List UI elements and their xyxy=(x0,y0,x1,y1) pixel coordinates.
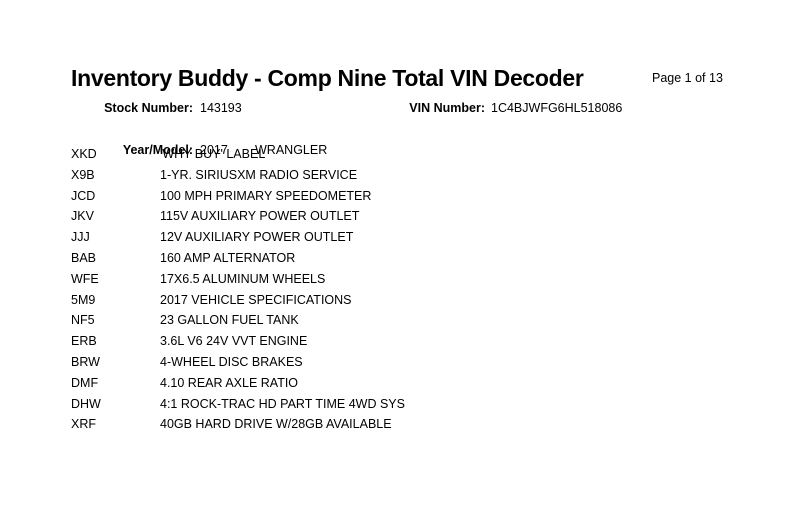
option-code: ERB xyxy=(71,334,97,349)
option-code: JKV xyxy=(71,209,94,224)
option-description: 160 AMP ALTERNATOR xyxy=(160,250,296,265)
list-item: 5M9 2017 VEHICLE SPECIFICATIONS xyxy=(0,292,800,313)
option-description: 4:1 ROCK-TRAC HD PART TIME 4WD SYS xyxy=(160,396,405,411)
option-description: 17X6.5 ALUMINUM WHEELS xyxy=(160,271,326,286)
option-code: DMF xyxy=(71,375,99,390)
option-code: BRW xyxy=(71,354,100,369)
option-description: 12V AUXILIARY POWER OUTLET xyxy=(160,230,354,245)
year-model-label: Year/Model: xyxy=(122,143,193,157)
option-description: 2017 VEHICLE SPECIFICATIONS xyxy=(160,292,352,307)
option-code: NF5 xyxy=(71,313,95,328)
option-description: 4-WHEEL DISC BRAKES xyxy=(160,354,303,369)
page-indicator: Page 1 of 13 xyxy=(652,71,723,85)
list-item: DMF 4.10 REAR AXLE RATIO xyxy=(0,375,800,396)
stock-number-line: Stock Number: 143193 VIN Number: 1C4BJWF… xyxy=(0,100,800,121)
list-item: BRW 4-WHEEL DISC BRAKES xyxy=(0,354,800,375)
document-header: Inventory Buddy - Comp Nine Total VIN De… xyxy=(0,64,800,96)
option-description: 115V AUXILIARY POWER OUTLET xyxy=(160,209,360,224)
list-item: JKV 115V AUXILIARY POWER OUTLET xyxy=(0,208,800,229)
list-item: X9B 1-YR. SIRIUSXM RADIO SERVICE xyxy=(0,167,800,188)
stock-number-value: 143193 xyxy=(200,101,242,115)
list-item: NF5 23 GALLON FUEL TANK xyxy=(0,312,800,333)
option-code: DHW xyxy=(71,396,101,411)
vehicle-meta-block: Stock Number: 143193 VIN Number: 1C4BJWF… xyxy=(0,100,800,157)
list-item: JCD 100 MPH PRIMARY SPEEDOMETER xyxy=(0,188,800,209)
option-description: 4.10 REAR AXLE RATIO xyxy=(160,375,299,390)
option-code: JJJ xyxy=(71,230,90,245)
stock-number-label: Stock Number: xyxy=(104,101,193,115)
option-code: JCD xyxy=(71,188,96,203)
list-item: ERB 3.6L V6 24V VVT ENGINE xyxy=(0,333,800,354)
list-item: XKD 'WHY BUY' LABEL xyxy=(0,146,800,167)
model-value: WRANGLER xyxy=(255,143,328,157)
option-description: 100 MPH PRIMARY SPEEDOMETER xyxy=(160,188,372,203)
option-code: XKD xyxy=(71,147,97,161)
option-description: 1-YR. SIRIUSXM RADIO SERVICE xyxy=(160,167,358,182)
vin-number-value: 1C4BJWFG6HL518086 xyxy=(491,101,623,115)
year-model-line: Year/Model: 2017 WRANGLER xyxy=(0,121,800,157)
option-code: 5M9 xyxy=(71,292,96,307)
list-item: JJJ 12V AUXILIARY POWER OUTLET xyxy=(0,229,800,250)
option-description: 'WHY BUY' LABEL xyxy=(160,147,266,161)
vin-number-label: VIN Number: xyxy=(409,101,485,115)
option-code: XRF xyxy=(71,417,96,432)
list-item: BAB 160 AMP ALTERNATOR xyxy=(0,250,800,271)
option-code: X9B xyxy=(71,167,95,182)
option-code: WFE xyxy=(71,271,99,286)
year-value: 2017 xyxy=(200,143,228,157)
option-description: 3.6L V6 24V VVT ENGINE xyxy=(160,334,308,349)
list-item: DHW 4:1 ROCK-TRAC HD PART TIME 4WD SYS xyxy=(0,396,800,417)
option-code: BAB xyxy=(71,250,97,265)
option-description: 40GB HARD DRIVE W/28GB AVAILABLE xyxy=(160,417,392,432)
list-item: XRF 40GB HARD DRIVE W/28GB AVAILABLE xyxy=(0,416,800,437)
option-description: 23 GALLON FUEL TANK xyxy=(160,313,299,328)
option-code-list: XKD 'WHY BUY' LABEL X9B 1-YR. SIRIUSXM R… xyxy=(0,146,800,437)
page-title: Inventory Buddy - Comp Nine Total VIN De… xyxy=(71,65,584,91)
list-item: WFE 17X6.5 ALUMINUM WHEELS xyxy=(0,271,800,292)
